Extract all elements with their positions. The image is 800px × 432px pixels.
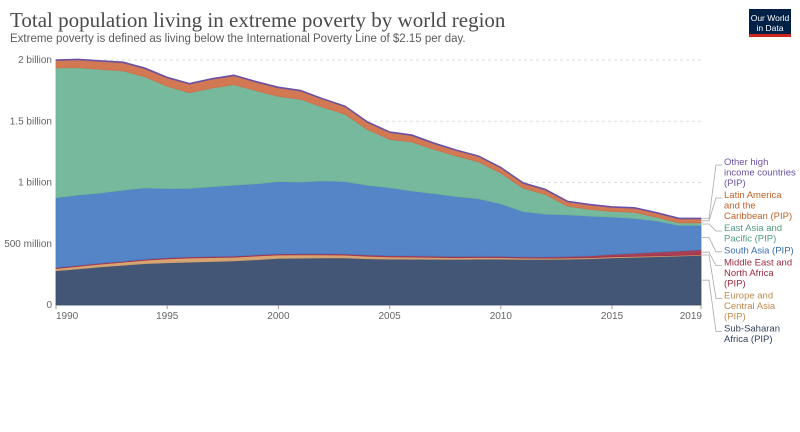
area-series-3[interactable] <box>55 180 702 268</box>
legend-label: South Asia (PIP) <box>724 246 794 257</box>
x-tick-label: 1990 <box>56 311 79 322</box>
legend-label: Other high <box>724 157 768 168</box>
area-series-6[interactable] <box>55 58 702 220</box>
x-tick-label: 2005 <box>378 311 401 322</box>
legend-label: East Asia and <box>724 223 782 234</box>
owid-logo[interactable]: Our World in Data <box>749 9 791 37</box>
x-tick-label: 2000 <box>267 311 290 322</box>
legend-label: Africa (PIP) <box>724 334 773 345</box>
legend-connector <box>702 197 722 222</box>
legend-label: North Africa <box>724 268 774 279</box>
legend-label: (PIP) <box>724 178 746 189</box>
legend-label: Europe and <box>724 291 773 302</box>
legend-connector <box>702 251 722 266</box>
legend-label: (PIP) <box>724 279 746 290</box>
x-axis: 1990 1995 2000 2005 2010 2015 2019 <box>55 305 703 322</box>
x-tick-label: 2019 <box>680 311 703 322</box>
chart-title: Total population living in extreme pover… <box>10 8 506 32</box>
x-tick-label: 2015 <box>601 311 624 322</box>
area-series[interactable] <box>55 58 702 306</box>
legend-label: income countries <box>724 168 796 179</box>
legend-label: Sub-Saharan <box>724 324 780 335</box>
legend-item-3[interactable]: South Asia (PIP) <box>702 237 794 257</box>
legend-connector <box>702 237 722 253</box>
legend-label: Latin America <box>724 190 782 201</box>
legend-connector <box>702 164 722 219</box>
x-tick-label: 2010 <box>490 311 513 322</box>
legend-label: Central Asia <box>724 301 776 312</box>
y-tick-label: 0 <box>46 300 52 311</box>
legend-label: Caribbean (PIP) <box>724 211 792 222</box>
y-tick-label: 2 billion <box>18 55 52 66</box>
legend-label: Middle East and <box>724 258 792 269</box>
y-tick-label: 1.5 billion <box>10 116 52 127</box>
legend-connector <box>702 254 722 299</box>
legend-connector <box>702 279 722 332</box>
chart-subtitle: Extreme poverty is defined as living bel… <box>10 33 466 45</box>
y-tick-label: 500 million <box>4 239 52 250</box>
logo-line-2: in Data <box>756 23 784 33</box>
legend-label: and the <box>724 201 756 212</box>
legend-label: Pacific (PIP) <box>724 234 776 245</box>
legend-connector <box>702 223 722 232</box>
y-tick-label: 1 billion <box>18 178 52 189</box>
logo-line-1: Our World <box>750 13 790 23</box>
legend-label: (PIP) <box>724 312 746 323</box>
y-axis: 0 500 million 1 billion 1.5 billion 2 billio… <box>4 55 52 311</box>
x-tick-label: 1995 <box>156 311 179 322</box>
